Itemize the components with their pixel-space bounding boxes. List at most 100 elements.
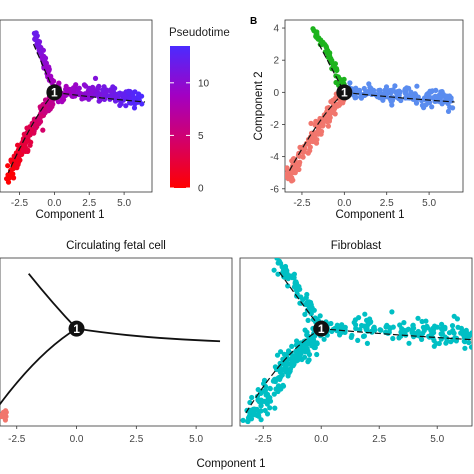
x-tick-label: 5.0 — [189, 434, 203, 445]
panel-frame — [0, 257, 233, 427]
data-point — [310, 138, 316, 145]
data-point — [274, 258, 280, 261]
data-point — [313, 29, 319, 35]
data-point — [25, 138, 31, 144]
data-point — [70, 86, 76, 92]
data-point — [258, 399, 264, 405]
data-point — [327, 53, 333, 59]
data-point — [444, 93, 450, 99]
data-point — [3, 408, 9, 414]
data-point — [63, 83, 69, 89]
data-point — [364, 327, 370, 333]
data-point — [264, 399, 270, 405]
x-tick-label: -2.5 — [293, 198, 311, 209]
data-point — [362, 92, 368, 98]
data-point — [442, 326, 448, 332]
data-point — [271, 377, 277, 383]
data-point — [289, 178, 295, 184]
data-point — [285, 276, 291, 282]
data-point — [267, 405, 273, 411]
data-point — [283, 365, 289, 371]
y-axis-label: Component 2 — [253, 71, 265, 140]
branch-node — [46, 84, 63, 101]
data-point — [381, 91, 387, 97]
data-point — [421, 105, 427, 111]
data-point — [389, 309, 395, 315]
data-point — [319, 128, 325, 135]
data-point — [296, 347, 302, 354]
data-point — [410, 95, 416, 101]
data-point — [86, 96, 92, 102]
data-point — [338, 80, 344, 86]
data-point — [305, 317, 311, 323]
data-point — [424, 323, 430, 329]
data-point — [431, 343, 437, 349]
data-point — [415, 315, 421, 321]
data-point — [309, 343, 315, 349]
data-point — [406, 340, 412, 346]
data-point — [305, 150, 311, 156]
x-tick-label: 0.0 — [337, 198, 351, 209]
data-point — [297, 159, 303, 165]
panel-top-right: B 1 -2.5 0.0 2.5 5.0 4 2 0 -2 -4 -6 Component 1 C… — [250, 16, 464, 221]
trajectory-line — [344, 91, 455, 103]
x-tick-label: 5.0 — [422, 198, 436, 209]
data-point — [79, 96, 85, 102]
data-point — [33, 116, 40, 122]
data-point — [380, 97, 386, 103]
data-point — [436, 340, 442, 347]
data-point — [5, 172, 11, 178]
panel-title: Fibroblast — [331, 240, 382, 252]
data-point — [329, 99, 335, 105]
data-point — [314, 340, 320, 346]
data-point — [462, 345, 468, 351]
data-point — [462, 339, 468, 345]
data-point — [364, 322, 370, 328]
data-point — [362, 311, 368, 317]
data-point — [258, 390, 264, 396]
data-point — [451, 337, 457, 343]
data-point — [425, 100, 431, 106]
panel-frame — [239, 257, 473, 427]
data-point — [328, 320, 334, 327]
data-point — [317, 313, 323, 319]
data-point — [300, 149, 306, 155]
data-point — [383, 324, 389, 330]
panel-top-left: 1 -2.5 0.0 2.5 5.0 Component 1 — [0, 19, 153, 221]
data-point — [272, 405, 278, 411]
branch-node — [336, 84, 353, 101]
data-point — [20, 147, 26, 153]
data-point — [289, 343, 295, 349]
data-point — [276, 374, 282, 380]
data-point — [439, 321, 445, 327]
x-tick-label: 2.5 — [380, 198, 394, 209]
data-point — [321, 336, 327, 342]
data-point — [258, 417, 264, 423]
panel-frame — [284, 19, 464, 193]
trajectory-line — [7, 91, 55, 173]
data-point — [284, 271, 290, 277]
data-point — [432, 93, 438, 99]
data-point — [5, 179, 12, 185]
data-point — [431, 330, 437, 336]
data-point — [267, 385, 273, 391]
data-point — [261, 377, 268, 383]
data-point — [421, 327, 427, 334]
data-point — [414, 83, 420, 89]
data-point — [365, 318, 371, 324]
data-point — [274, 352, 281, 358]
data-point — [356, 315, 362, 321]
colorbar-tick-label: 0 — [198, 184, 204, 195]
data-point — [87, 91, 94, 97]
data-point — [317, 41, 323, 48]
data-point — [251, 408, 257, 414]
data-point — [445, 108, 452, 114]
colorbar-title: Pseudotime — [169, 27, 230, 39]
data-point — [450, 105, 456, 111]
data-point — [454, 316, 460, 322]
data-point — [421, 96, 428, 103]
data-point — [123, 103, 129, 109]
data-point — [285, 165, 290, 171]
data-point — [126, 95, 132, 101]
trajectory-line — [287, 91, 345, 173]
